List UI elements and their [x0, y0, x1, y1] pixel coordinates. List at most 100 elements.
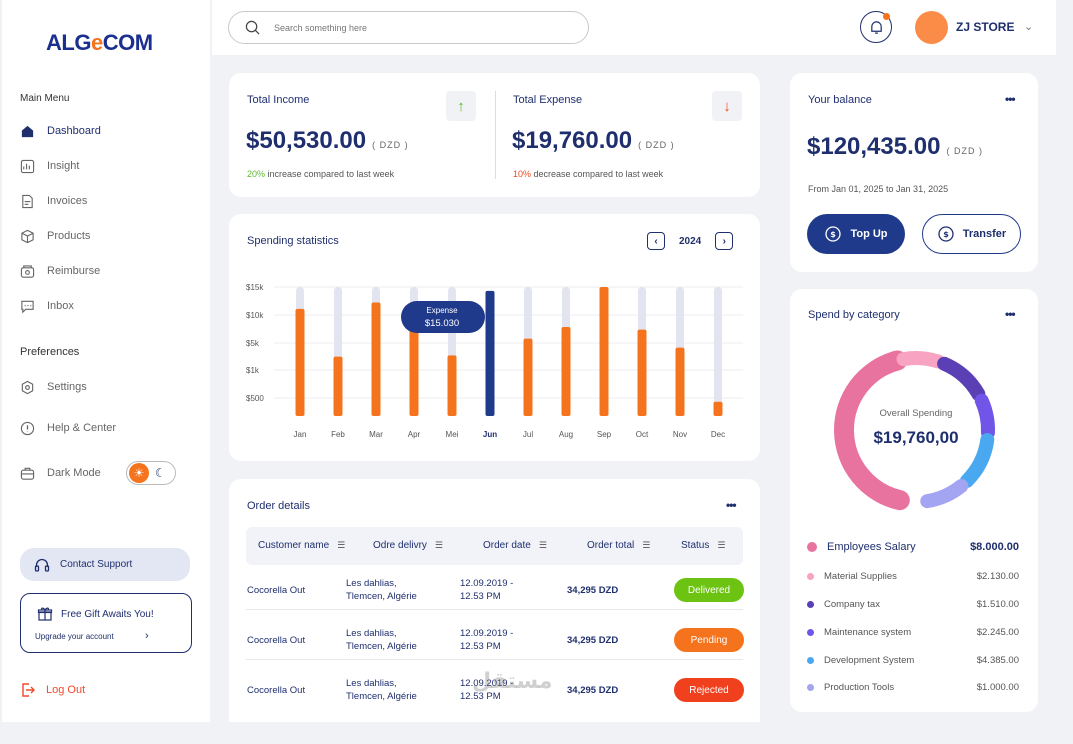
donut-segment	[834, 350, 910, 511]
sidebar-item-dashboard[interactable]: Dashboard	[20, 123, 101, 139]
search-bar[interactable]	[228, 11, 589, 44]
column-header-date[interactable]: Order date ☰	[483, 540, 547, 551]
chat-icon	[21, 300, 34, 313]
legend-dot	[807, 542, 817, 552]
sidebar-item-dark-mode: Dark Mode	[20, 465, 101, 481]
sidebar-item-products[interactable]: Products	[20, 228, 90, 244]
donut-segment	[896, 351, 946, 369]
year-label: 2024	[679, 235, 702, 247]
donut-segment	[974, 393, 995, 440]
sidebar-item-invoices[interactable]: Invoices	[20, 193, 87, 209]
filter-icon: ☰	[337, 540, 346, 550]
money-plus-icon: $	[825, 226, 842, 242]
top-up-button[interactable]: $ Top Up	[807, 214, 905, 254]
logout-button[interactable]: Log Out	[20, 682, 85, 698]
donut-segment	[937, 356, 986, 401]
sidebar-item-help[interactable]: Help & Center	[20, 420, 116, 436]
donut-segment	[920, 478, 969, 509]
year-navigator: ‹ 2024 ›	[647, 232, 734, 250]
contact-support-button[interactable]: Contact Support	[20, 548, 190, 581]
status-badge[interactable]: Rejected	[674, 678, 744, 702]
bar	[371, 302, 381, 416]
svg-text:$: $	[831, 230, 837, 239]
gift-promo-card[interactable]: Free Gift Awaits You! Upgrade your accou…	[20, 593, 192, 653]
x-tick-label: Aug	[559, 430, 573, 439]
cell-total: 34,295 DZD	[567, 685, 619, 696]
brand-logo[interactable]: ALGeCOM	[46, 30, 153, 55]
wallet-icon	[20, 264, 35, 278]
main-menu-title: Main Menu	[20, 93, 70, 104]
next-year-button[interactable]: ›	[715, 232, 734, 250]
legend-item: Development System $4.385.00	[807, 655, 1019, 666]
spending-title: Spending statistics	[247, 235, 339, 247]
chevron-down-icon[interactable]: ⌄	[1024, 21, 1034, 33]
sidebar: ALGeCOM Main Menu Dashboard Insight Invo…	[2, 0, 210, 722]
tooltip-value: $15.030	[425, 318, 459, 329]
balance-title: Your balance	[808, 94, 872, 106]
x-tick-label: Apr	[408, 430, 421, 439]
order-details-card: Order details ••• Customer name ☰ Odre de…	[229, 479, 760, 722]
income-title: Total Income	[247, 94, 310, 106]
legend-dot	[807, 684, 814, 691]
prev-year-button[interactable]: ‹	[647, 232, 665, 250]
x-tick-label: Nov	[673, 430, 687, 439]
tooltip-bubble	[401, 301, 485, 333]
divider	[495, 91, 496, 179]
sidebar-item-reimburse[interactable]: Reimburse	[20, 263, 100, 279]
transfer-button[interactable]: $ Transfer	[922, 214, 1021, 254]
sidebar-item-insight[interactable]: Insight	[20, 158, 79, 174]
sidebar-item-inbox[interactable]: Inbox	[20, 298, 74, 314]
status-badge[interactable]: Pending	[674, 628, 744, 652]
expense-amount: $19,760.00( DZD )	[512, 127, 675, 154]
legend-dot	[807, 657, 814, 664]
more-options-icon[interactable]: •••	[726, 498, 737, 512]
chart-icon	[20, 159, 35, 173]
notifications-button[interactable]	[860, 11, 892, 43]
cell-date: 12.09.2019 -12.53 PM	[460, 578, 514, 602]
cell-total: 34,295 DZD	[567, 635, 619, 646]
y-tick-label: $15k	[246, 283, 264, 292]
column-header-status[interactable]: Status ☰	[681, 540, 726, 551]
x-tick-label: Mei	[446, 430, 459, 439]
bar	[447, 355, 457, 416]
sidebar-item-settings[interactable]: Settings	[20, 379, 87, 395]
expense-note: 10% decrease compared to last week	[513, 169, 664, 179]
bar	[523, 338, 533, 416]
cell-customer: Cocorella Out	[247, 635, 306, 646]
status-badge[interactable]: Delivered	[674, 578, 744, 602]
cell-delivery: Les dahlias, Tlemcen, Algérie	[346, 678, 417, 702]
more-options-icon[interactable]: •••	[1005, 307, 1016, 321]
bar	[485, 290, 495, 416]
category-donut-chart	[834, 350, 995, 511]
legend-item: Material Supplies $2.130.00	[807, 571, 1019, 582]
briefcase-icon	[20, 467, 35, 480]
spend-by-category-card: Spend by category ••• Overall Spending $…	[790, 289, 1038, 712]
more-options-icon[interactable]: •••	[1005, 92, 1016, 106]
search-icon	[245, 20, 260, 35]
headset-icon	[34, 558, 50, 572]
column-header-customer[interactable]: Customer name ☰	[258, 540, 346, 551]
search-input[interactable]	[274, 22, 554, 33]
bar	[295, 308, 305, 416]
settings-icon	[21, 380, 34, 394]
spending-statistics-card: Spending statistics ‹ 2024 › $15k $10k $5k…	[229, 214, 760, 461]
upgrade-link[interactable]: Upgrade your account	[35, 632, 114, 641]
legend-dot	[807, 573, 814, 580]
sun-icon: ☀	[129, 463, 149, 483]
store-name[interactable]: ZJ STORE	[956, 20, 1015, 34]
home-icon	[21, 125, 34, 137]
column-header-delivery[interactable]: Odre delivry ☰	[373, 540, 443, 551]
logout-icon	[22, 683, 35, 697]
x-tick-label: Dec	[711, 430, 725, 439]
avatar[interactable]	[915, 11, 948, 44]
cell-total: 34,295 DZD	[567, 585, 619, 596]
column-header-total[interactable]: Order total ☰	[587, 540, 651, 551]
bar	[637, 329, 647, 416]
balance-card: Your balance ••• $120,435.00( DZD ) From…	[790, 73, 1038, 272]
bell-icon	[870, 20, 882, 34]
dark-mode-toggle[interactable]: ☀ ☾	[126, 461, 176, 485]
cell-date: 12.09.2019 -12.53 PM	[460, 628, 514, 652]
bar	[561, 326, 571, 416]
category-title: Spend by category	[808, 309, 900, 321]
info-icon	[20, 421, 35, 435]
